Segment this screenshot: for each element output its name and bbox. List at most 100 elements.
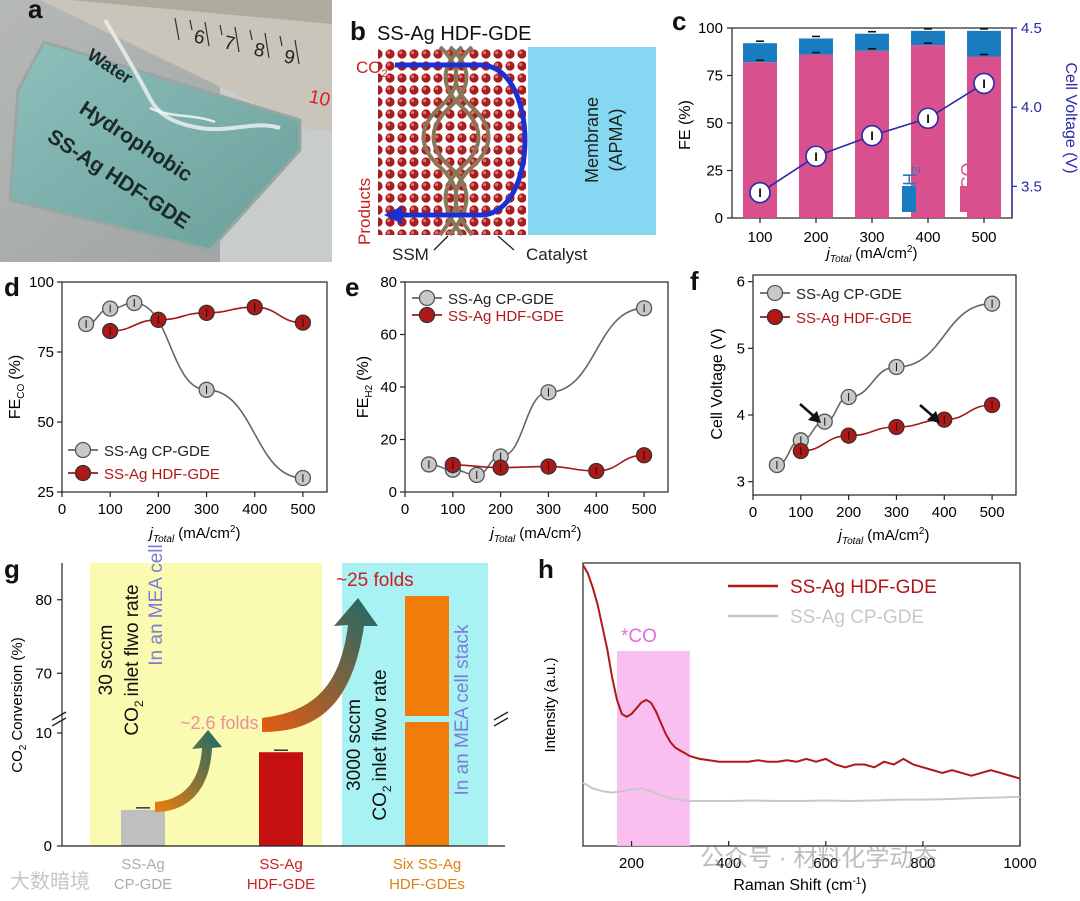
c-y2tick-label: 4.5 (1021, 20, 1042, 37)
e-legend-cp: SS-Ag CP-GDE (448, 291, 554, 308)
c-bar-co (911, 45, 945, 218)
g-stack-label: In an MEA cell stack (452, 624, 473, 796)
g-ytick-label: 70 (35, 665, 52, 682)
c-ytick-label: 0 (715, 210, 723, 227)
e-line-cp (428, 307, 645, 476)
panel-e-label: e (345, 272, 359, 302)
ruler-number: 10 (307, 86, 332, 111)
h-legend: SS-Ag HDF-GDE SS-Ag CP-GDE (728, 577, 937, 628)
panel-c-label: c (672, 6, 686, 36)
g-category-label: HDF-GDE (247, 876, 315, 893)
d-ytick-label: 50 (37, 414, 54, 431)
panel-d-label: d (4, 272, 20, 302)
f-xtick-label: 500 (980, 504, 1005, 521)
panel-f-label: f (690, 266, 699, 296)
co2-label: CO2 (356, 58, 388, 80)
f-xtick-label: 400 (932, 504, 957, 521)
legend-co-label: CO (958, 163, 978, 190)
panel-c-chart: c 0 25 50 75 100 3.5 4.0 4.5 100 200 300 400 500 I I I I… (672, 6, 1079, 265)
e-xlabel: jTotal (mA/cm2) (489, 524, 582, 545)
panel-d-chart: d 0 100 200 300 400 500 25 50 75 100 FECO(%) jTot… (4, 272, 328, 545)
panel-a-label: a (28, 0, 43, 24)
ssm-mesh (421, 45, 491, 237)
membrane (528, 47, 656, 235)
e-ytick-label: 40 (380, 379, 397, 396)
ruler-number: 6 (192, 26, 207, 49)
d-xtick-label: 300 (194, 501, 219, 518)
c-xtick-label: 500 (971, 229, 996, 246)
panel-b-title: SS-Ag HDF-GDE (377, 23, 531, 45)
f-ytick-label: 5 (737, 340, 745, 357)
ruler-number: 8 (252, 39, 267, 62)
panel-a-photo: 6 7 8 9 10 a Water Hydrophobic SS-Ag HDF… (0, 0, 332, 262)
c-y2tick-label: 4.0 (1021, 99, 1042, 116)
ssm-label: SSM (392, 245, 429, 264)
c-xtick-label: 400 (915, 229, 940, 246)
g-category-label: HDF-GDEs (389, 876, 465, 893)
f-xtick-label: 200 (836, 504, 861, 521)
c-bar-co (799, 54, 833, 218)
d-ylabel: FECO(%) (7, 355, 27, 419)
g-bar (259, 752, 303, 846)
d-legend-cp: SS-Ag CP-GDE (104, 443, 210, 460)
c-ylabel: FE (%) (677, 100, 694, 150)
e-xtick-label: 400 (584, 501, 609, 518)
c-ytick-label: 75 (706, 68, 723, 85)
g-fold-arrow-1 (155, 730, 222, 812)
e-ytick-label: 20 (380, 432, 397, 449)
e-ytick-label: 60 (380, 327, 397, 344)
g-stack-inlet: CO2inlet flwo rate (370, 669, 394, 820)
g-category-label: Six SS-Ag (393, 856, 461, 873)
c-bar-h2 (743, 43, 777, 63)
e-xtick-label: 300 (536, 501, 561, 518)
g-category-label: SS-Ag (259, 856, 302, 873)
panel-h-label: h (538, 554, 554, 584)
panel-g-label: g (4, 554, 20, 584)
panel-h-chart: h *CO 200 400 600 800 1000 Intensity (a.u.) R… (538, 554, 1037, 894)
legend-co-swatch (960, 186, 974, 212)
c-ytick-label: 100 (698, 20, 723, 37)
c-voltage-point-label: I (982, 77, 985, 91)
h-ylabel: Intensity (a.u.) (542, 657, 559, 752)
e-xtick-label: 500 (632, 501, 657, 518)
c-voltage-point (805, 145, 827, 168)
f-xtick-label: 100 (788, 504, 813, 521)
e-xtick-label: 0 (401, 501, 409, 518)
e-legend-hdf: SS-Ag HDF-GDE (448, 308, 564, 325)
h-co-highlight (616, 651, 690, 846)
catalyst-label: Catalyst (526, 245, 588, 264)
g-ytick-label: 80 (35, 592, 52, 609)
flow-arrow (395, 62, 528, 218)
legend-h2-swatch (902, 186, 916, 212)
e-ylabel: FEH2(%) (355, 356, 375, 418)
watermark-text-1: 公众号 · 材料化学动态 (700, 845, 937, 872)
g-mea-inlet: CO2inlet flwo rate (122, 584, 146, 735)
g-stack-flow: 3000 sccm (344, 699, 365, 791)
c-ytick-label: 50 (706, 115, 723, 132)
h-xtick-label: 400 (716, 855, 741, 872)
products-label: Products (355, 178, 374, 245)
c-xtick-label: 300 (859, 229, 884, 246)
c-voltage-point (917, 107, 939, 130)
h-line-hdf (582, 564, 1021, 780)
d-xtick-label: 0 (58, 501, 66, 518)
g-ytick-label: 0 (44, 838, 52, 855)
c-voltage-point (973, 72, 995, 95)
f-ytick-label: 4 (737, 407, 745, 424)
c-xlabel: jTotal (mA/cm2) (825, 244, 918, 265)
g-ylabel: CO2Conversion (%) (9, 637, 29, 772)
d-ytick-label: 25 (37, 484, 54, 501)
c-y2tick-label: 3.5 (1021, 178, 1042, 195)
h-xtick-label: 1000 (1003, 855, 1036, 872)
g-fold-arrow-2 (262, 598, 378, 732)
membrane-label-2: (APMA) (606, 109, 626, 172)
d-ytick-label: 75 (37, 344, 54, 361)
c-voltage-point (749, 181, 771, 204)
panel-g-chart: g 0 10 70 80 SS-Ag CP-GDE SS-Ag HDF-GDE Six SS-A… (4, 544, 509, 893)
h-co-label: *CO (621, 626, 657, 647)
watermark: 公众号 · 材料化学动态 大数暗境 (10, 845, 937, 893)
g-ytick-label: 10 (35, 725, 52, 742)
h-xtick-label: 200 (619, 855, 644, 872)
